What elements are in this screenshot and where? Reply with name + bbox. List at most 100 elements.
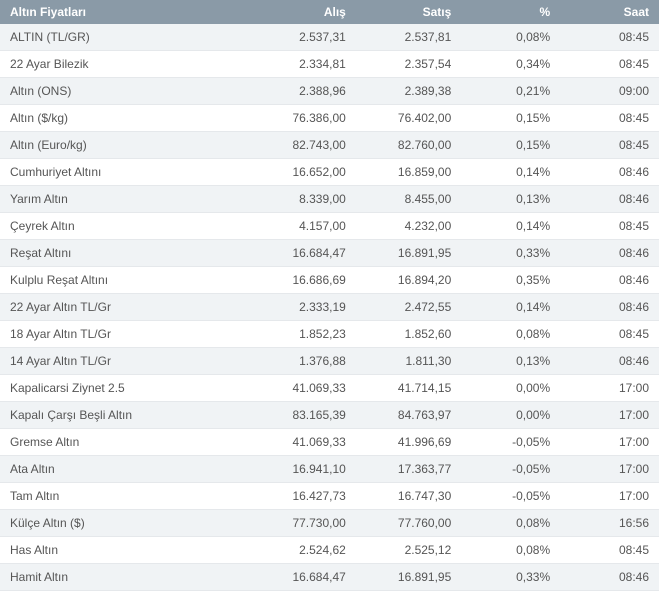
cell-time: 08:46 (560, 267, 659, 294)
cell-sell: 2.472,55 (356, 294, 461, 321)
cell-time: 08:46 (560, 159, 659, 186)
cell-buy: 4.157,00 (250, 213, 355, 240)
cell-buy: 2.334,81 (250, 51, 355, 78)
cell-buy: 2.524,62 (250, 537, 355, 564)
cell-pct: -0,05% (461, 429, 560, 456)
cell-sell: 4.232,00 (356, 213, 461, 240)
table-row: 18 Ayar Altın TL/Gr1.852,231.852,600,08%… (0, 321, 659, 348)
cell-buy: 16.652,00 (250, 159, 355, 186)
gold-prices-table: Altın Fiyatları Alış Satış % Saat ALTIN … (0, 0, 659, 591)
cell-buy: 41.069,33 (250, 375, 355, 402)
cell-name: Cumhuriyet Altını (0, 159, 250, 186)
table-row: 14 Ayar Altın TL/Gr1.376,881.811,300,13%… (0, 348, 659, 375)
cell-buy: 1.852,23 (250, 321, 355, 348)
cell-sell: 8.455,00 (356, 186, 461, 213)
table-row: Reşat Altını16.684,4716.891,950,33%08:46 (0, 240, 659, 267)
table-row: ALTIN (TL/GR)2.537,312.537,810,08%08:45 (0, 24, 659, 51)
cell-name: Gremse Altın (0, 429, 250, 456)
cell-sell: 16.859,00 (356, 159, 461, 186)
cell-time: 08:45 (560, 51, 659, 78)
cell-sell: 41.714,15 (356, 375, 461, 402)
cell-pct: -0,05% (461, 456, 560, 483)
cell-name: Ata Altın (0, 456, 250, 483)
table-row: 22 Ayar Bilezik2.334,812.357,540,34%08:4… (0, 51, 659, 78)
table-row: Gremse Altın41.069,3341.996,69-0,05%17:0… (0, 429, 659, 456)
header-name: Altın Fiyatları (0, 0, 250, 24)
cell-buy: 1.376,88 (250, 348, 355, 375)
cell-sell: 77.760,00 (356, 510, 461, 537)
header-row: Altın Fiyatları Alış Satış % Saat (0, 0, 659, 24)
cell-sell: 76.402,00 (356, 105, 461, 132)
cell-sell: 16.891,95 (356, 564, 461, 591)
cell-time: 08:46 (560, 186, 659, 213)
cell-name: Külçe Altın ($) (0, 510, 250, 537)
cell-name: 14 Ayar Altın TL/Gr (0, 348, 250, 375)
table-row: Altın (ONS)2.388,962.389,380,21%09:00 (0, 78, 659, 105)
cell-buy: 16.684,47 (250, 240, 355, 267)
cell-name: Kulplu Reşat Altını (0, 267, 250, 294)
table-row: Tam Altın16.427,7316.747,30-0,05%17:00 (0, 483, 659, 510)
cell-name: Yarım Altın (0, 186, 250, 213)
cell-name: 18 Ayar Altın TL/Gr (0, 321, 250, 348)
cell-pct: 0,00% (461, 375, 560, 402)
cell-time: 08:46 (560, 240, 659, 267)
cell-pct: 0,08% (461, 510, 560, 537)
cell-time: 08:46 (560, 348, 659, 375)
cell-buy: 82.743,00 (250, 132, 355, 159)
cell-buy: 16.941,10 (250, 456, 355, 483)
cell-buy: 77.730,00 (250, 510, 355, 537)
cell-sell: 16.891,95 (356, 240, 461, 267)
cell-time: 08:45 (560, 321, 659, 348)
cell-pct: 0,15% (461, 105, 560, 132)
header-pct: % (461, 0, 560, 24)
table-row: Cumhuriyet Altını16.652,0016.859,000,14%… (0, 159, 659, 186)
cell-name: Altın ($/kg) (0, 105, 250, 132)
cell-time: 08:45 (560, 213, 659, 240)
cell-name: Kapalicarsi Ziynet 2.5 (0, 375, 250, 402)
cell-buy: 2.537,31 (250, 24, 355, 51)
cell-time: 08:45 (560, 105, 659, 132)
header-sell: Satış (356, 0, 461, 24)
table-row: 22 Ayar Altın TL/Gr2.333,192.472,550,14%… (0, 294, 659, 321)
table-row: Altın ($/kg)76.386,0076.402,000,15%08:45 (0, 105, 659, 132)
cell-buy: 83.165,39 (250, 402, 355, 429)
cell-pct: 0,00% (461, 402, 560, 429)
cell-pct: 0,33% (461, 564, 560, 591)
cell-sell: 1.811,30 (356, 348, 461, 375)
cell-buy: 41.069,33 (250, 429, 355, 456)
cell-pct: 0,08% (461, 321, 560, 348)
cell-name: Çeyrek Altın (0, 213, 250, 240)
header-buy: Alış (250, 0, 355, 24)
cell-time: 08:46 (560, 294, 659, 321)
cell-sell: 17.363,77 (356, 456, 461, 483)
cell-time: 17:00 (560, 456, 659, 483)
cell-time: 08:45 (560, 24, 659, 51)
cell-buy: 16.427,73 (250, 483, 355, 510)
cell-time: 17:00 (560, 483, 659, 510)
cell-sell: 2.357,54 (356, 51, 461, 78)
cell-name: Kapalı Çarşı Beşli Altın (0, 402, 250, 429)
cell-buy: 2.388,96 (250, 78, 355, 105)
table-row: Hamit Altın16.684,4716.891,950,33%08:46 (0, 564, 659, 591)
cell-buy: 16.686,69 (250, 267, 355, 294)
cell-pct: 0,15% (461, 132, 560, 159)
cell-pct: 0,35% (461, 267, 560, 294)
cell-name: Tam Altın (0, 483, 250, 510)
table-row: Çeyrek Altın4.157,004.232,000,14%08:45 (0, 213, 659, 240)
cell-time: 08:45 (560, 537, 659, 564)
cell-sell: 2.537,81 (356, 24, 461, 51)
cell-buy: 76.386,00 (250, 105, 355, 132)
cell-pct: -0,05% (461, 483, 560, 510)
cell-pct: 0,14% (461, 159, 560, 186)
cell-name: 22 Ayar Bilezik (0, 51, 250, 78)
cell-time: 16:56 (560, 510, 659, 537)
cell-pct: 0,13% (461, 348, 560, 375)
table-row: Kulplu Reşat Altını16.686,6916.894,200,3… (0, 267, 659, 294)
cell-buy: 2.333,19 (250, 294, 355, 321)
cell-time: 17:00 (560, 375, 659, 402)
cell-sell: 41.996,69 (356, 429, 461, 456)
cell-pct: 0,21% (461, 78, 560, 105)
cell-name: ALTIN (TL/GR) (0, 24, 250, 51)
table-row: Altın (Euro/kg)82.743,0082.760,000,15%08… (0, 132, 659, 159)
cell-sell: 2.389,38 (356, 78, 461, 105)
